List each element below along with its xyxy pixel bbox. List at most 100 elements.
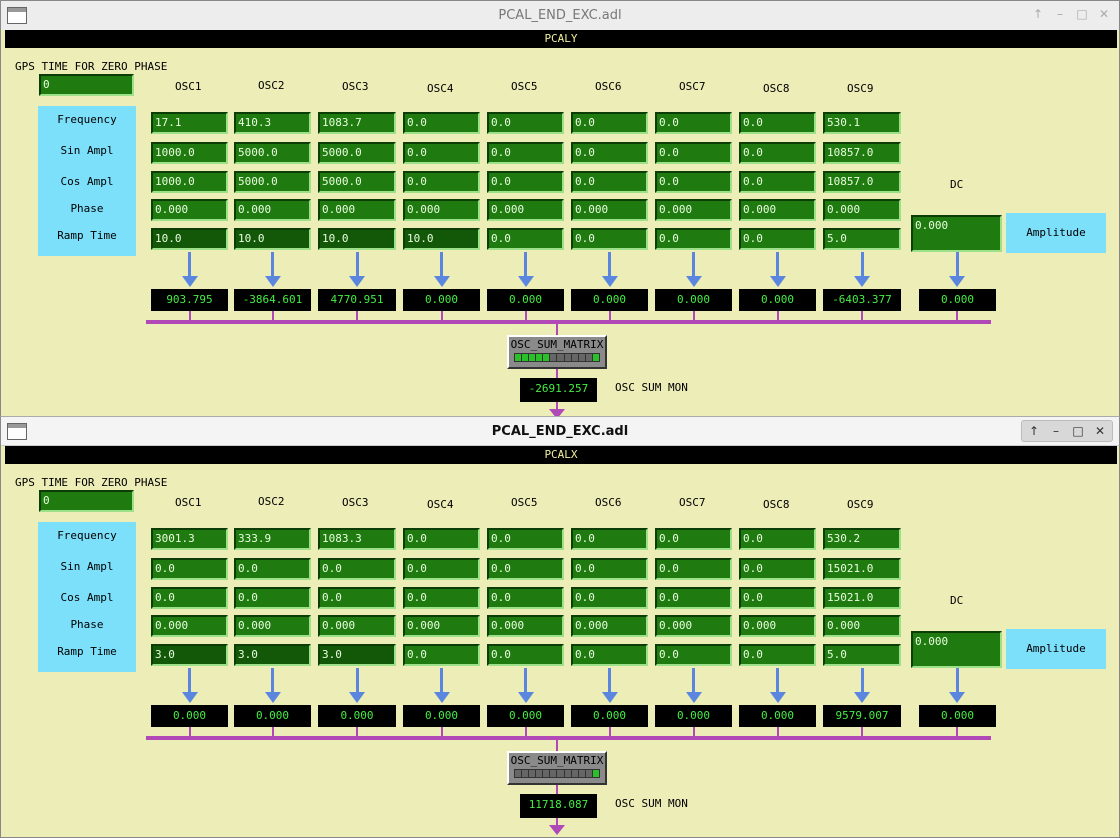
osc9-frequency-field[interactable]: 530.2 xyxy=(823,528,901,550)
minimize-icon[interactable]: – xyxy=(1053,424,1059,438)
osc4-phase-field[interactable]: 0.000 xyxy=(403,199,480,221)
osc1-sin-ampl-field[interactable]: 0.0 xyxy=(151,558,228,580)
osc2-sin-ampl-field[interactable]: 5000.0 xyxy=(234,142,311,164)
osc3-ramp-time-field[interactable]: 3.0 xyxy=(318,644,396,666)
osc8-phase-field[interactable]: 0.000 xyxy=(739,615,816,637)
osc3-phase-field[interactable]: 0.000 xyxy=(318,615,396,637)
osc4-cos-ampl-field[interactable]: 0.0 xyxy=(403,171,480,193)
osc5-ramp-time-field[interactable]: 0.0 xyxy=(487,644,564,666)
osc7-phase-field[interactable]: 0.000 xyxy=(655,615,732,637)
osc4-frequency-field[interactable]: 0.0 xyxy=(403,112,480,134)
osc7-cos-ampl-field[interactable]: 0.0 xyxy=(655,171,732,193)
osc4-frequency-field[interactable]: 0.0 xyxy=(403,528,480,550)
osc2-ramp-time-field[interactable]: 10.0 xyxy=(234,228,311,250)
close-icon[interactable]: ✕ xyxy=(1094,424,1106,438)
osc2-cos-ampl-field[interactable]: 0.0 xyxy=(234,587,311,609)
osc5-cos-ampl-field[interactable]: 0.0 xyxy=(487,587,564,609)
osc5-phase-field[interactable]: 0.000 xyxy=(487,615,564,637)
osc2-phase-field[interactable]: 0.000 xyxy=(234,615,311,637)
title-bar[interactable]: PCAL_END_EXC.adl ↑ – □ ✕ xyxy=(1,417,1119,446)
osc4-sin-ampl-field[interactable]: 0.0 xyxy=(403,142,480,164)
osc2-ramp-time-field[interactable]: 3.0 xyxy=(234,644,311,666)
title-bar[interactable]: PCAL_END_EXC.adl ↑ – □ ✕ xyxy=(1,1,1119,30)
osc2-phase-field[interactable]: 0.000 xyxy=(234,199,311,221)
osc1-ramp-time-field[interactable]: 3.0 xyxy=(151,644,228,666)
osc6-frequency-field[interactable]: 0.0 xyxy=(571,112,648,134)
osc9-sin-ampl-field[interactable]: 10857.0 xyxy=(823,142,901,164)
osc5-phase-field[interactable]: 0.000 xyxy=(487,199,564,221)
osc9-cos-ampl-field[interactable]: 15021.0 xyxy=(823,587,901,609)
osc9-ramp-time-field[interactable]: 5.0 xyxy=(823,228,901,250)
osc5-sin-ampl-field[interactable]: 0.0 xyxy=(487,558,564,580)
osc1-cos-ampl-field[interactable]: 1000.0 xyxy=(151,171,228,193)
maximize-icon[interactable]: □ xyxy=(1076,7,1088,21)
osc2-sin-ampl-field[interactable]: 0.0 xyxy=(234,558,311,580)
osc3-sin-ampl-field[interactable]: 5000.0 xyxy=(318,142,396,164)
osc9-ramp-time-field[interactable]: 5.0 xyxy=(823,644,901,666)
osc2-frequency-field[interactable]: 333.9 xyxy=(234,528,311,550)
osc8-frequency-field[interactable]: 0.0 xyxy=(739,112,816,134)
osc6-cos-ampl-field[interactable]: 0.0 xyxy=(571,587,648,609)
osc-sum-matrix-button[interactable]: OSC_SUM_MATRIX xyxy=(507,335,607,369)
osc6-sin-ampl-field[interactable]: 0.0 xyxy=(571,558,648,580)
osc6-ramp-time-field[interactable]: 0.0 xyxy=(571,644,648,666)
osc3-phase-field[interactable]: 0.000 xyxy=(318,199,396,221)
osc8-ramp-time-field[interactable]: 0.0 xyxy=(739,644,816,666)
osc9-cos-ampl-field[interactable]: 10857.0 xyxy=(823,171,901,193)
dc-field[interactable]: 0.000 xyxy=(911,631,1002,668)
osc1-ramp-time-field[interactable]: 10.0 xyxy=(151,228,228,250)
osc-sum-matrix-button[interactable]: OSC_SUM_MATRIX xyxy=(507,751,607,785)
osc8-sin-ampl-field[interactable]: 0.0 xyxy=(739,142,816,164)
osc6-sin-ampl-field[interactable]: 0.0 xyxy=(571,142,648,164)
window-menu-icon[interactable] xyxy=(7,423,27,440)
osc7-frequency-field[interactable]: 0.0 xyxy=(655,528,732,550)
osc1-cos-ampl-field[interactable]: 0.0 xyxy=(151,587,228,609)
osc7-sin-ampl-field[interactable]: 0.0 xyxy=(655,142,732,164)
osc4-sin-ampl-field[interactable]: 0.0 xyxy=(403,558,480,580)
osc9-frequency-field[interactable]: 530.1 xyxy=(823,112,901,134)
osc9-sin-ampl-field[interactable]: 15021.0 xyxy=(823,558,901,580)
osc7-ramp-time-field[interactable]: 0.0 xyxy=(655,228,732,250)
osc3-cos-ampl-field[interactable]: 5000.0 xyxy=(318,171,396,193)
osc7-frequency-field[interactable]: 0.0 xyxy=(655,112,732,134)
osc3-sin-ampl-field[interactable]: 0.0 xyxy=(318,558,396,580)
minimize-icon[interactable]: – xyxy=(1057,7,1063,21)
osc5-sin-ampl-field[interactable]: 0.0 xyxy=(487,142,564,164)
osc4-ramp-time-field[interactable]: 0.0 xyxy=(403,644,480,666)
shade-icon[interactable]: ↑ xyxy=(1028,424,1040,438)
shade-icon[interactable]: ↑ xyxy=(1032,7,1044,21)
osc1-frequency-field[interactable]: 17.1 xyxy=(151,112,228,134)
osc7-sin-ampl-field[interactable]: 0.0 xyxy=(655,558,732,580)
osc3-ramp-time-field[interactable]: 10.0 xyxy=(318,228,396,250)
osc2-frequency-field[interactable]: 410.3 xyxy=(234,112,311,134)
osc8-cos-ampl-field[interactable]: 0.0 xyxy=(739,171,816,193)
osc8-frequency-field[interactable]: 0.0 xyxy=(739,528,816,550)
osc9-phase-field[interactable]: 0.000 xyxy=(823,615,901,637)
osc6-phase-field[interactable]: 0.000 xyxy=(571,615,648,637)
osc1-sin-ampl-field[interactable]: 1000.0 xyxy=(151,142,228,164)
close-icon[interactable]: ✕ xyxy=(1098,7,1110,21)
gps-time-field[interactable]: 0 xyxy=(39,74,134,96)
osc1-frequency-field[interactable]: 3001.3 xyxy=(151,528,228,550)
osc4-phase-field[interactable]: 0.000 xyxy=(403,615,480,637)
osc6-cos-ampl-field[interactable]: 0.0 xyxy=(571,171,648,193)
osc6-phase-field[interactable]: 0.000 xyxy=(571,199,648,221)
osc7-cos-ampl-field[interactable]: 0.0 xyxy=(655,587,732,609)
osc8-sin-ampl-field[interactable]: 0.0 xyxy=(739,558,816,580)
osc4-ramp-time-field[interactable]: 10.0 xyxy=(403,228,480,250)
dc-field[interactable]: 0.000 xyxy=(911,215,1002,252)
osc4-cos-ampl-field[interactable]: 0.0 xyxy=(403,587,480,609)
osc3-cos-ampl-field[interactable]: 0.0 xyxy=(318,587,396,609)
osc8-cos-ampl-field[interactable]: 0.0 xyxy=(739,587,816,609)
osc8-ramp-time-field[interactable]: 0.0 xyxy=(739,228,816,250)
osc2-cos-ampl-field[interactable]: 5000.0 xyxy=(234,171,311,193)
osc5-frequency-field[interactable]: 0.0 xyxy=(487,528,564,550)
osc7-ramp-time-field[interactable]: 0.0 xyxy=(655,644,732,666)
osc6-frequency-field[interactable]: 0.0 xyxy=(571,528,648,550)
osc1-phase-field[interactable]: 0.000 xyxy=(151,615,228,637)
osc8-phase-field[interactable]: 0.000 xyxy=(739,199,816,221)
osc5-ramp-time-field[interactable]: 0.0 xyxy=(487,228,564,250)
osc3-frequency-field[interactable]: 1083.3 xyxy=(318,528,396,550)
window-menu-icon[interactable] xyxy=(7,7,27,24)
gps-time-field[interactable]: 0 xyxy=(39,490,134,512)
